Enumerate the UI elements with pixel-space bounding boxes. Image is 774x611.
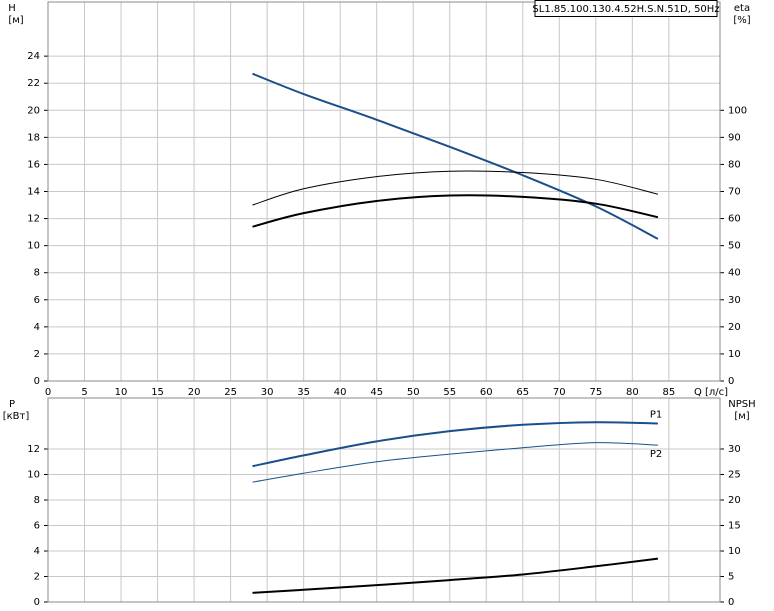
- x-tick-label: 65: [516, 387, 529, 398]
- y2-tick-label: 90: [728, 132, 741, 143]
- y-tick-label: 16: [27, 159, 40, 170]
- y2-tick-label: 30: [728, 295, 741, 306]
- x-tick-label: 35: [297, 387, 310, 398]
- y-axis-unit: [м]: [8, 15, 23, 26]
- y-tick-label: 10: [27, 241, 40, 252]
- y2-tick-label: 0: [728, 597, 734, 608]
- x-tick-label: 15: [151, 387, 164, 398]
- x-tick-label: 55: [443, 387, 456, 398]
- y-tick-label: 8: [34, 495, 40, 506]
- y2-axis-label: eta: [734, 3, 750, 14]
- x-tick-label: 20: [188, 387, 201, 398]
- y-tick-label: 10: [27, 470, 40, 481]
- y2-tick-label: 0: [728, 376, 734, 387]
- x-tick-label: 10: [115, 387, 128, 398]
- y-tick-label: 2: [34, 349, 40, 360]
- y-axis-unit: [кВт]: [3, 411, 30, 422]
- y2-tick-label: 20: [728, 495, 741, 506]
- y2-tick-label: 20: [728, 322, 741, 333]
- y2-tick-label: 10: [728, 349, 741, 360]
- x-tick-label: 0: [45, 387, 51, 398]
- y-tick-label: 14: [27, 187, 40, 198]
- x-tick-label: 5: [81, 387, 87, 398]
- y2-tick-label: 50: [728, 241, 741, 252]
- y-tick-label: 4: [34, 322, 40, 333]
- x-tick-label: 40: [334, 387, 347, 398]
- x-tick-label: 85: [663, 387, 676, 398]
- x-axis-label: Q [л/с]: [694, 387, 728, 398]
- curve: [252, 557, 659, 594]
- y2-tick-label: 80: [728, 159, 741, 170]
- y2-axis-unit: [%]: [733, 15, 750, 26]
- y-axis-label: H: [8, 3, 16, 14]
- curve-label: P1: [650, 410, 662, 421]
- y-tick-label: 2: [34, 572, 40, 583]
- x-tick-label: 60: [480, 387, 493, 398]
- y2-tick-label: 60: [728, 214, 741, 225]
- y-tick-label: 24: [27, 51, 40, 62]
- y2-tick-label: 100: [728, 105, 747, 116]
- y-tick-label: 0: [34, 597, 40, 608]
- curve-label: P2: [650, 449, 662, 460]
- y2-axis-unit: [м]: [734, 411, 749, 422]
- y-tick-label: 0: [34, 376, 40, 387]
- y-tick-label: 22: [27, 78, 40, 89]
- y-tick-label: 6: [34, 295, 40, 306]
- y2-tick-label: 30: [728, 444, 741, 455]
- x-tick-label: 30: [261, 387, 274, 398]
- y-tick-label: 8: [34, 268, 40, 279]
- x-tick-label: 45: [370, 387, 383, 398]
- plot-frame: [47, 397, 721, 603]
- y-tick-label: 12: [27, 214, 40, 225]
- x-tick-label: 50: [407, 387, 420, 398]
- curve: [252, 421, 658, 468]
- y2-tick-label: 25: [728, 470, 741, 481]
- y2-axis-label: NPSH: [728, 399, 755, 410]
- curve: [252, 170, 659, 206]
- title-box: [534, 0, 718, 17]
- chart-title: SL1.85.100.130.4.52H.S.N.51D, 50Hz: [532, 4, 719, 15]
- y-tick-label: 20: [27, 105, 40, 116]
- y2-tick-label: 70: [728, 187, 741, 198]
- x-tick-label: 70: [553, 387, 566, 398]
- y2-tick-label: 40: [728, 268, 741, 279]
- y-tick-label: 12: [27, 444, 40, 455]
- x-tick-label: 80: [626, 387, 639, 398]
- y-tick-label: 4: [34, 546, 40, 557]
- y2-tick-label: 10: [728, 546, 741, 557]
- x-tick-label: 75: [589, 387, 602, 398]
- y2-tick-label: 15: [728, 521, 741, 532]
- curve: [252, 72, 659, 240]
- curve: [252, 194, 659, 228]
- curve: [252, 442, 658, 483]
- x-tick-label: 25: [224, 387, 237, 398]
- y-tick-label: 18: [27, 132, 40, 143]
- y2-tick-label: 5: [728, 572, 734, 583]
- plot-frame: [47, 1, 721, 382]
- y-tick-label: 6: [34, 521, 40, 532]
- y-axis-label: P: [9, 399, 15, 410]
